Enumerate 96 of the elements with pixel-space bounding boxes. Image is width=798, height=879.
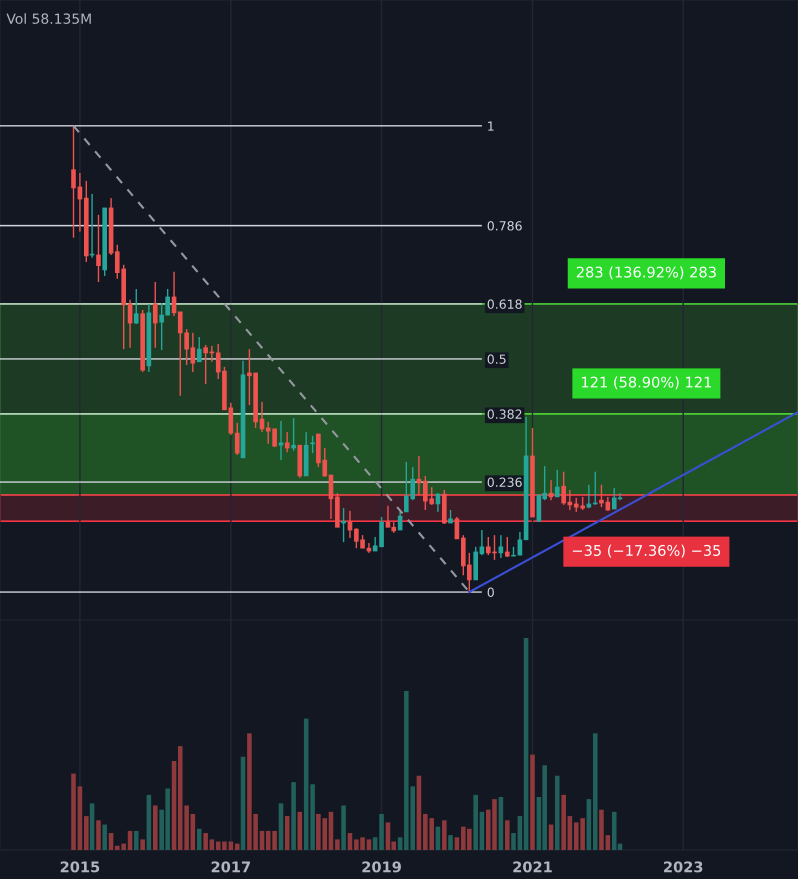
x-tick-label: 2019 (362, 861, 401, 872)
bar (146, 794, 152, 850)
x-tick-label: 2021 (513, 861, 552, 872)
bar (291, 782, 296, 850)
bar (505, 820, 510, 850)
bar (548, 824, 554, 850)
y-tick-label: 0.618 (488, 299, 522, 309)
bar (586, 799, 592, 850)
bar (554, 776, 560, 850)
candlestick (504, 536, 510, 558)
bar (524, 638, 528, 850)
y-tick-label: 0.5 (488, 354, 506, 364)
bar (599, 810, 604, 850)
bar (84, 816, 89, 850)
candlestick (429, 486, 434, 506)
bar (442, 820, 447, 850)
bar (152, 805, 158, 850)
bar (448, 835, 453, 850)
candlestick (196, 336, 202, 362)
bar (436, 826, 440, 850)
candlestick (574, 497, 579, 513)
chart-title: Vol 58.135M (6, 13, 91, 24)
band-label: 121 (58.90%) 121 (582, 376, 711, 390)
candlestick (423, 475, 428, 511)
bar (410, 786, 415, 850)
candlestick (454, 516, 460, 540)
bar (354, 839, 359, 850)
bar (234, 844, 240, 850)
bar (247, 733, 252, 850)
bar (580, 818, 585, 850)
candlestick (234, 422, 240, 456)
bar (606, 835, 610, 850)
candlestick (498, 534, 504, 559)
candlestick (90, 193, 94, 258)
bar (134, 830, 139, 850)
x-tick-label: 2015 (60, 861, 100, 872)
bar (379, 814, 384, 850)
bar (272, 830, 277, 850)
candlestick (284, 431, 290, 453)
bar (298, 812, 302, 850)
candlestick (278, 420, 284, 461)
bar (423, 814, 428, 850)
candlestick (436, 492, 440, 513)
bar (304, 718, 308, 850)
bar (498, 797, 504, 850)
bar (228, 842, 234, 850)
band-label: 283 (136.92%) 283 (576, 266, 716, 280)
x-tick-label: 2017 (212, 861, 250, 872)
bar (90, 803, 94, 850)
bar (140, 839, 145, 850)
y-tick-label: 0.382 (488, 409, 522, 419)
candlestick (580, 496, 585, 511)
bar (96, 820, 101, 850)
candlestick (404, 461, 409, 513)
y-tick-label: 0.786 (488, 221, 522, 231)
candlestick (291, 417, 296, 452)
bar (310, 784, 315, 850)
bar (372, 837, 378, 850)
candlestick (128, 299, 132, 348)
candlestick (272, 428, 277, 448)
bar (240, 756, 246, 850)
bar (416, 776, 422, 850)
bar (335, 839, 340, 850)
candlestick (96, 214, 101, 283)
band-label: −35 (−17.36%) −35 (572, 544, 720, 558)
bar (316, 814, 321, 850)
y-tick-label: 0 (488, 588, 494, 597)
candlestick (152, 281, 158, 348)
candlestick (341, 507, 346, 543)
bar (592, 733, 598, 850)
candlestick (398, 509, 402, 531)
candlestick (592, 471, 598, 506)
bar (278, 803, 284, 850)
y-tick-label: 0.236 (488, 477, 522, 487)
candlestick (310, 435, 315, 454)
bar (429, 818, 434, 850)
bar (341, 805, 346, 850)
y-tick-label: 1 (488, 122, 494, 131)
candlestick (586, 484, 592, 509)
bar (530, 754, 535, 850)
candlestick (554, 469, 560, 498)
bar (454, 837, 460, 850)
bar (196, 828, 202, 850)
bar (348, 833, 352, 850)
x-tick-label: 2023 (664, 861, 702, 872)
candlestick (548, 479, 554, 501)
candlestick (448, 509, 453, 524)
candlestick (134, 288, 139, 325)
bar (121, 844, 126, 850)
candlestick (416, 455, 422, 496)
bar (574, 822, 579, 850)
bar (102, 824, 107, 850)
candlestick (247, 348, 252, 406)
bar (128, 830, 132, 850)
bar (284, 816, 290, 850)
candlestick (410, 466, 416, 501)
